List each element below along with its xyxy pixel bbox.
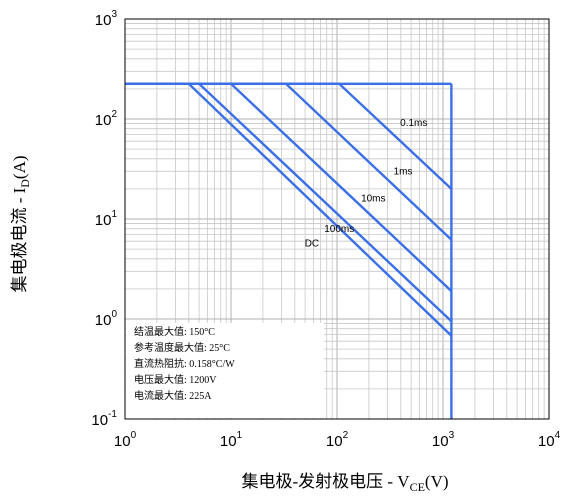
y-tick-label: 103 bbox=[95, 9, 118, 29]
curve-labels: 0.1ms 1ms 10ms 100ms DC bbox=[305, 118, 428, 250]
x-axis-title-suffix: (V) bbox=[425, 472, 449, 491]
annotation-line: 参考温度最大值: 25°C bbox=[134, 341, 230, 354]
x-axis-title-prefix: 集电极-发射极电压 - V bbox=[241, 472, 410, 491]
soa-curve-10ms bbox=[125, 82, 453, 292]
curve-label: 100ms bbox=[324, 224, 354, 235]
y-tick-label: 102 bbox=[95, 109, 118, 129]
plot-frame bbox=[124, 18, 550, 420]
x-axis-title: 集电极-发射极电压 - VCE(V) bbox=[241, 472, 448, 494]
curve-label: 0.1ms bbox=[400, 118, 427, 129]
y-axis-title-prefix: 集电极电流 - I bbox=[10, 187, 29, 292]
x-tick-label: 103 bbox=[432, 430, 455, 450]
soa-curve-DC bbox=[125, 82, 453, 337]
y-axis-title: 集电极电流 - ID(A) bbox=[10, 155, 32, 292]
y-tick-label: 100 bbox=[95, 309, 118, 329]
annotation-line: 直流热阻抗: 0.158°C/W bbox=[134, 357, 235, 370]
annotation-line: 电压最大值: 1200V bbox=[134, 373, 217, 386]
y-tick-label: 101 bbox=[95, 209, 118, 229]
x-axis-title-sub: CE bbox=[410, 480, 425, 494]
curve-label: 10ms bbox=[361, 193, 385, 204]
curve-label: DC bbox=[305, 239, 319, 250]
annotation-background bbox=[126, 323, 324, 418]
annotation-box: 结温最大值: 150°C 参考温度最大值: 25°C 直流热阻抗: 0.158°C/… bbox=[126, 323, 324, 418]
curve-label: 1ms bbox=[394, 166, 413, 177]
y-axis-title-suffix: (A) bbox=[10, 155, 29, 179]
x-tick-label: 100 bbox=[114, 430, 137, 450]
x-tick-label: 101 bbox=[220, 430, 243, 450]
y-tick-label: 10-1 bbox=[91, 409, 117, 429]
curves bbox=[125, 82, 453, 419]
annotation-line: 结温最大值: 150°C bbox=[134, 325, 215, 338]
y-axis-title-sub: D bbox=[18, 179, 32, 188]
annotation-line: 电流最大值: 225A bbox=[134, 389, 212, 402]
soa-curve-1ms bbox=[125, 82, 453, 241]
x-tick-label: 104 bbox=[538, 430, 561, 450]
x-tick-label: 102 bbox=[326, 430, 349, 450]
